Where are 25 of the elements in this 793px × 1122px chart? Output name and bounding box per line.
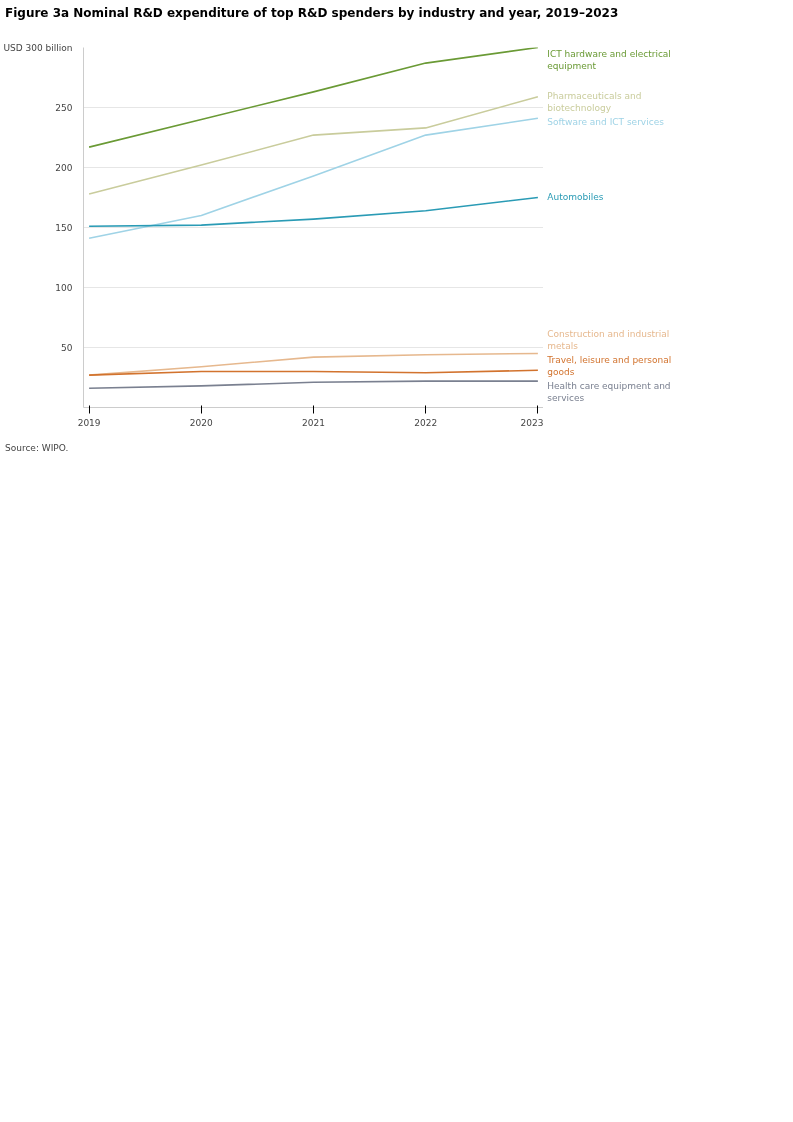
series-label: ICT hardware and electrical equipment — [547, 48, 671, 71]
line-series — [88, 47, 539, 149]
x-tick-label: 2020 — [189, 417, 214, 428]
x-tick-label: 2019 — [77, 417, 101, 428]
series-label: Automobiles — [547, 191, 604, 202]
series-label: Construction and industrial metals — [547, 328, 670, 351]
series-label: Travel, leisure and personal goods — [546, 354, 672, 377]
x-tick-label: 2023 — [520, 417, 544, 428]
y-tick-label: 250 — [55, 102, 73, 113]
source-note: Source: WIPO. — [5, 442, 69, 455]
x-tick-label: 2022 — [414, 417, 438, 428]
line-series — [88, 96, 539, 195]
line-series — [88, 196, 539, 228]
y-tick-label: 150 — [55, 222, 73, 233]
series-label: Pharmaceuticals and biotechnology — [547, 90, 642, 113]
y-tick-label: 50 — [61, 342, 73, 353]
y-tick-label: USD 300 billion — [3, 42, 73, 53]
series-label: Software and ICT services — [547, 116, 665, 127]
y-tick-label: 100 — [55, 282, 73, 293]
line-series — [88, 117, 539, 240]
series-label: Health care equipment and services — [547, 380, 671, 403]
chart-title: Figure 3a Nominal R&D expenditure of top R&D spenders by industry and year, 2019–2023 — [5, 6, 619, 20]
x-tick-label: 2021 — [302, 417, 325, 428]
line-series — [88, 380, 539, 390]
y-tick-label: 200 — [55, 162, 73, 173]
